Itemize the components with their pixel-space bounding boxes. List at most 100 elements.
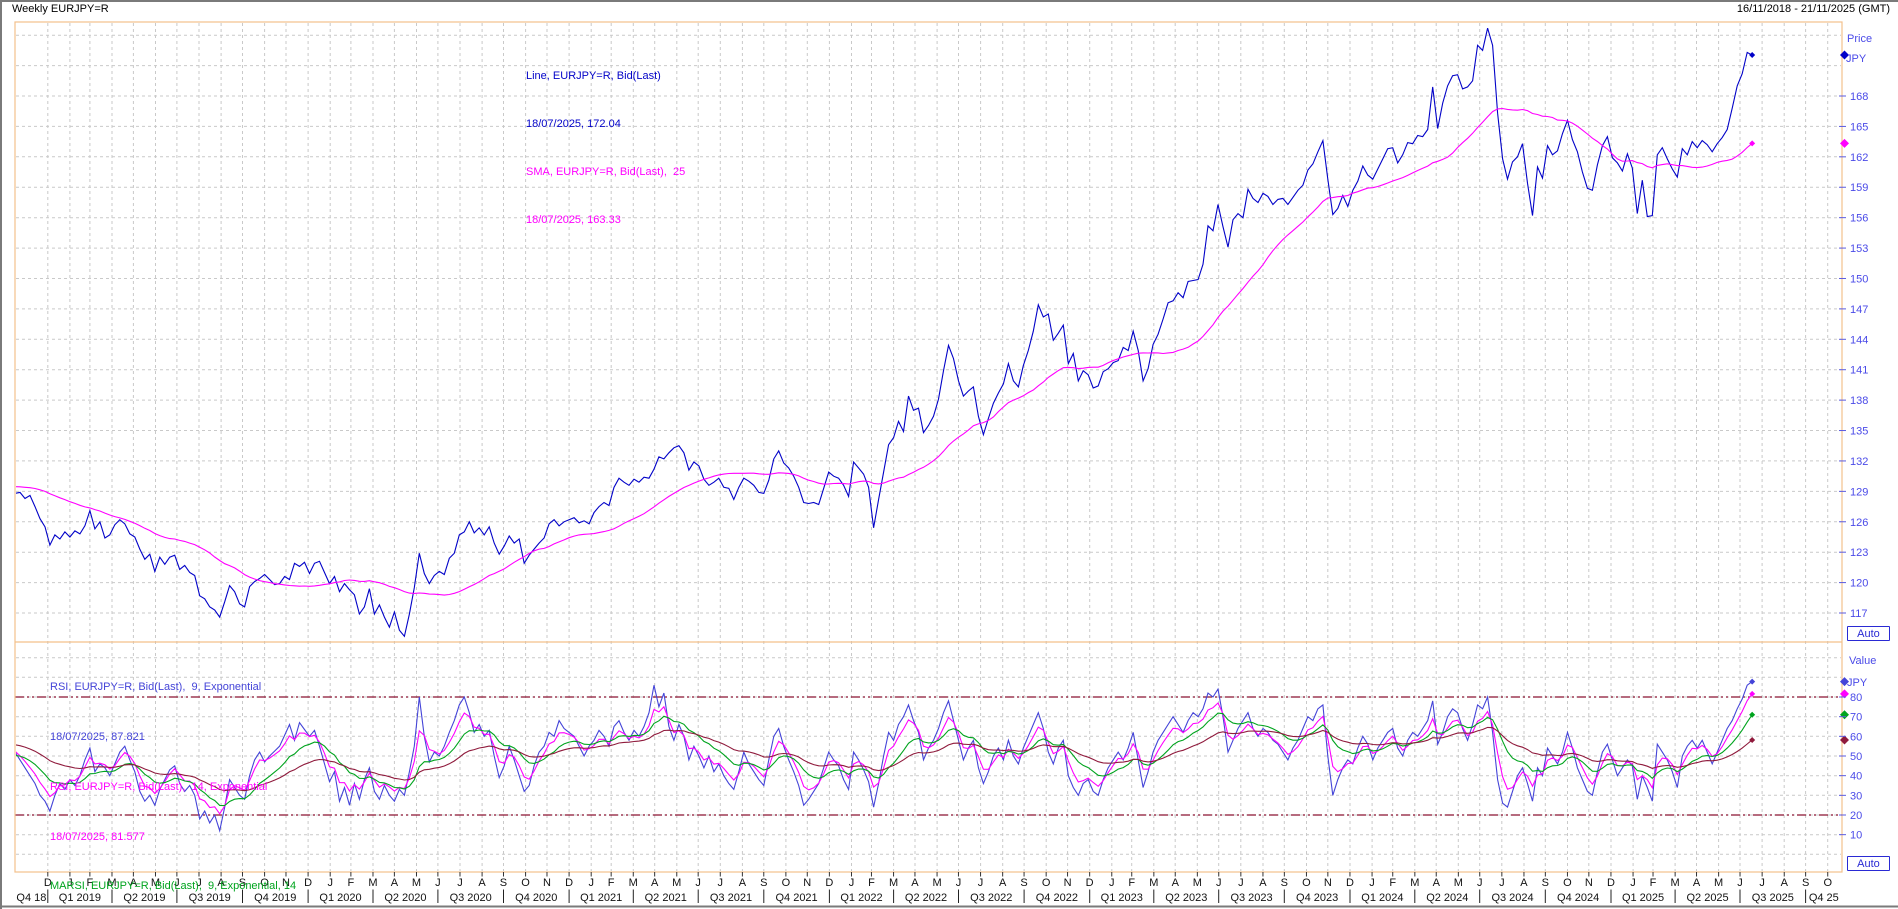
marsi9-series-end-marker: [1749, 711, 1756, 718]
svg-text:50: 50: [1850, 751, 1862, 763]
svg-text:Q3 2020: Q3 2020: [450, 892, 492, 904]
svg-text:D: D: [1346, 877, 1354, 889]
svg-text:J: J: [1216, 877, 1222, 889]
svg-text:Q2 2020: Q2 2020: [384, 892, 426, 904]
svg-text:165: 165: [1850, 121, 1868, 133]
svg-text:A: A: [739, 877, 747, 889]
svg-text:J: J: [849, 877, 855, 889]
svg-text:Q2 2019: Q2 2019: [123, 892, 165, 904]
svg-text:A: A: [478, 877, 486, 889]
svg-text:Q3 2022: Q3 2022: [970, 892, 1012, 904]
rsi9-series-axis-marker-diamond: [1840, 677, 1849, 687]
svg-text:Q4 2024: Q4 2024: [1557, 892, 1599, 904]
svg-text:126: 126: [1850, 517, 1868, 529]
svg-text:J: J: [1499, 877, 1505, 889]
svg-text:M: M: [368, 877, 377, 889]
sma-series-axis-marker-diamond: [1840, 138, 1849, 148]
svg-text:M: M: [1454, 877, 1463, 889]
svg-text:70: 70: [1850, 712, 1862, 724]
rsi9-series: [16, 681, 1753, 833]
legend-rsi9-value: 18/07/2025, 87.821: [50, 730, 145, 743]
svg-text:F: F: [868, 877, 875, 889]
svg-text:J: J: [718, 877, 724, 889]
svg-text:N: N: [1324, 877, 1332, 889]
value-axis-labels: 80 70 60 50 40 30 20 10: [1839, 692, 1862, 842]
quarter-axis-labels: Q4 18 Q1 2019 Q2 2019 Q3 2019 Q4 2019 Q1 2020…: [16, 889, 1839, 904]
price-panel-gridlines: [16, 34, 1841, 614]
svg-text:M: M: [1193, 877, 1202, 889]
svg-text:Q1 2022: Q1 2022: [840, 892, 882, 904]
svg-text:A: A: [999, 877, 1007, 889]
svg-text:A: A: [1693, 877, 1701, 889]
svg-text:D: D: [825, 877, 833, 889]
svg-text:A: A: [1259, 877, 1267, 889]
svg-text:150: 150: [1850, 273, 1868, 285]
svg-text:O: O: [260, 877, 269, 889]
rsi-scale-auto-button[interactable]: Auto: [1847, 856, 1890, 871]
legend-rsi14-value: 18/07/2025, 81.577: [50, 830, 145, 843]
svg-text:J: J: [978, 877, 984, 889]
svg-text:156: 156: [1850, 213, 1868, 225]
svg-text:Q2 2024: Q2 2024: [1426, 892, 1468, 904]
svg-text:N: N: [1064, 877, 1072, 889]
svg-text:162: 162: [1850, 152, 1868, 164]
svg-text:J: J: [1737, 877, 1743, 889]
svg-text:J: J: [588, 877, 594, 889]
legend-marsi9-label: MARSI, EURJPY=R, Bid(Last), 9, Exponenti…: [50, 880, 297, 893]
svg-text:D: D: [1086, 877, 1094, 889]
price-line-series-axis-marker-diamond: [1840, 50, 1849, 60]
svg-text:M: M: [151, 877, 160, 889]
svg-text:M: M: [629, 877, 638, 889]
value-axis-title: Value: [1849, 655, 1877, 667]
svg-text:J: J: [695, 877, 701, 889]
svg-text:Q3 2019: Q3 2019: [189, 892, 231, 904]
chart-title: Weekly EURJPY=R: [12, 3, 109, 15]
svg-text:A: A: [651, 877, 659, 889]
svg-text:Q4 2019: Q4 2019: [254, 892, 296, 904]
svg-text:A: A: [1520, 877, 1528, 889]
svg-text:Q4 18: Q4 18: [16, 892, 46, 904]
svg-text:J: J: [457, 877, 463, 889]
svg-text:Q1 2020: Q1 2020: [319, 892, 361, 904]
svg-text:A: A: [130, 877, 138, 889]
svg-text:F: F: [87, 877, 94, 889]
svg-text:S: S: [1281, 877, 1288, 889]
svg-text:132: 132: [1850, 456, 1868, 468]
svg-text:O: O: [521, 877, 530, 889]
svg-text:N: N: [282, 877, 290, 889]
svg-text:147: 147: [1850, 304, 1868, 316]
svg-text:J: J: [67, 877, 73, 889]
svg-text:S: S: [760, 877, 767, 889]
svg-text:S: S: [500, 877, 507, 889]
svg-text:A: A: [217, 877, 225, 889]
svg-text:F: F: [1128, 877, 1135, 889]
rsi-panel-legend: RSI, EURJPY=R, Bid(Last), 9, Exponential…: [50, 646, 302, 909]
price-axis-title: Price: [1847, 33, 1873, 45]
price-scale-auto-button[interactable]: Auto: [1847, 626, 1890, 641]
svg-text:J: J: [1238, 877, 1244, 889]
value-axis-currency-label: JPY: [1847, 677, 1868, 689]
marsi9-series: [16, 712, 1753, 807]
svg-text:117: 117: [1850, 608, 1868, 620]
svg-text:J: J: [327, 877, 333, 889]
svg-text:Q1 2025: Q1 2025: [1622, 892, 1664, 904]
svg-text:Q2 2021: Q2 2021: [645, 892, 687, 904]
price-line-series: [16, 27, 1753, 638]
svg-text:Q1 2021: Q1 2021: [580, 892, 622, 904]
svg-text:120: 120: [1850, 578, 1868, 590]
svg-text:Q3 2023: Q3 2023: [1230, 892, 1272, 904]
svg-text:Q1 2023: Q1 2023: [1101, 892, 1143, 904]
rsi9-series-end-marker: [1749, 678, 1756, 685]
month-tick-marks: [47, 872, 1829, 877]
svg-text:159: 159: [1850, 182, 1868, 194]
svg-text:D: D: [1607, 877, 1615, 889]
svg-text:J: J: [435, 877, 441, 889]
svg-text:Q4 2021: Q4 2021: [775, 892, 817, 904]
svg-text:O: O: [1302, 877, 1311, 889]
price-line-series-end-marker: [1749, 52, 1756, 59]
svg-text:168: 168: [1850, 91, 1868, 103]
svg-text:Q2 2023: Q2 2023: [1165, 892, 1207, 904]
svg-text:138: 138: [1850, 395, 1868, 407]
